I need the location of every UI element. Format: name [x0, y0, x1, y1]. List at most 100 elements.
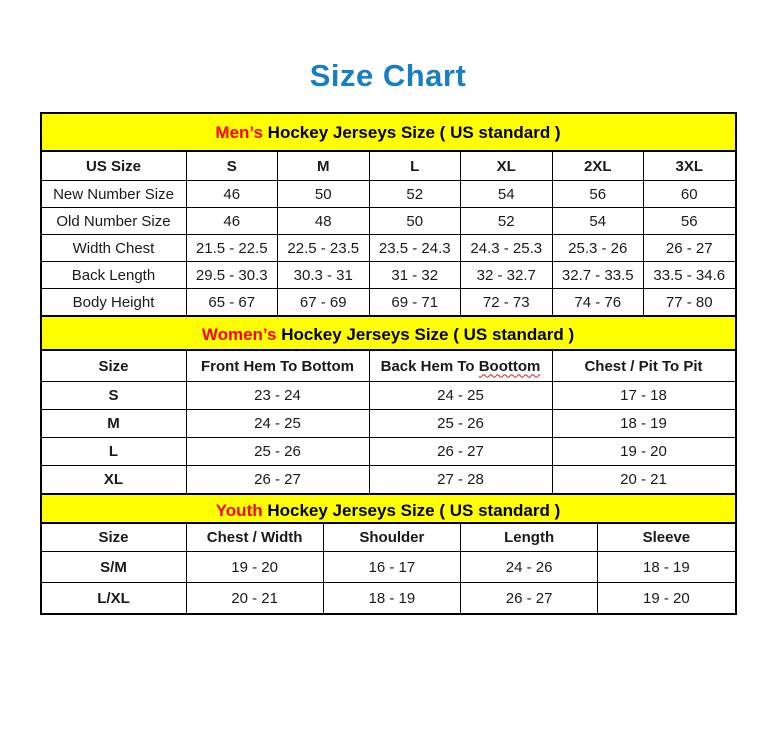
youth-band-text: Hockey Jerseys Size ( US standard ): [262, 501, 561, 520]
row-label: New Number Size: [53, 185, 174, 203]
youth-header-length: Length: [460, 524, 597, 551]
size-value: 67 - 69: [277, 289, 369, 315]
mens-row-old-number-size: Old Number Size 46 48 50 52 54 56: [41, 207, 735, 234]
mens-row-back-length: Back Length 29.5 - 30.3 30.3 - 31 31 - 3…: [41, 261, 735, 288]
mens-row-width-chest: Width Chest 21.5 - 22.5 22.5 - 23.5 23.5…: [41, 234, 735, 261]
size-value: 54: [551, 208, 644, 234]
mens-header-s: S: [185, 152, 278, 180]
youth-header-size: Size: [98, 529, 129, 546]
row-label: Back Length: [71, 266, 156, 284]
size-value: 32 - 32.7: [460, 262, 552, 288]
womens-band-text: Hockey Jerseys Size ( US standard ): [276, 325, 575, 344]
mens-header-us-size: US Size: [85, 157, 142, 175]
size-value: 16 - 17: [322, 552, 460, 582]
size-value: 56: [643, 208, 735, 234]
mens-header-3xl: 3XL: [643, 152, 735, 180]
size-value: 23 - 24: [185, 382, 369, 409]
size-value: 25.3 - 26: [551, 235, 644, 261]
youth-section-band: Youth Hockey Jerseys Size ( US standard …: [41, 493, 735, 524]
size-value: 20 - 21: [551, 466, 735, 493]
youth-header-shoulder: Shoulder: [322, 524, 460, 551]
mens-row-body-height: Body Height 65 - 67 67 - 69 69 - 71 72 -…: [41, 288, 735, 315]
youth-header-row: Size Chest / Width Shoulder Length Sleev…: [42, 524, 735, 551]
size-value: 27 - 28: [368, 466, 552, 493]
size-value: 31 - 32: [368, 262, 461, 288]
youth-header-sleeve: Sleeve: [597, 524, 734, 551]
size-value: 32.7 - 33.5: [551, 262, 644, 288]
size-value: 50: [277, 181, 369, 207]
womens-row-s: S 23 - 24 24 - 25 17 - 18: [41, 381, 735, 409]
size-value: 19 - 20: [185, 552, 323, 582]
womens-header-size: Size: [98, 357, 129, 375]
womens-header-back-hem: Back Hem To Boottom: [368, 351, 552, 381]
size-value: 56: [551, 181, 644, 207]
size-value: 25 - 26: [368, 410, 552, 437]
size-value: 74 - 76: [551, 289, 644, 315]
womens-section-band: Women’s Hockey Jerseys Size ( US standar…: [41, 315, 735, 351]
womens-header-chest: Chest / Pit To Pit: [551, 351, 735, 381]
womens-header-row: Size Front Hem To Bottom Back Hem To Boo…: [42, 351, 735, 381]
size-value: 18 - 19: [322, 583, 460, 613]
mens-header-xl: XL: [460, 152, 552, 180]
size-value: 33.5 - 34.6: [643, 262, 735, 288]
size-value: 26 - 27: [185, 466, 369, 493]
mens-row-new-number-size: New Number Size 46 50 52 54 56 60: [41, 180, 735, 207]
row-label: L/XL: [97, 589, 130, 607]
youth-row-lxl: L/XL 20 - 21 18 - 19 26 - 27 19 - 20: [41, 582, 735, 613]
size-value: 65 - 67: [185, 289, 278, 315]
size-value: 23.5 - 24.3: [368, 235, 461, 261]
row-label: Body Height: [72, 293, 155, 311]
mens-header-2xl: 2XL: [551, 152, 644, 180]
womens-band-accent: Women’s: [201, 325, 277, 344]
mens-header-row: US Size S M L XL 2XL 3XL: [42, 152, 735, 180]
size-value: 24 - 26: [460, 552, 597, 582]
size-value: 29.5 - 30.3: [185, 262, 278, 288]
size-value: 19 - 20: [551, 438, 735, 465]
size-value: 48: [277, 208, 369, 234]
size-value: 19 - 20: [597, 583, 734, 613]
size-value: 52: [460, 208, 552, 234]
mens-header-m: M: [277, 152, 369, 180]
size-value: 24.3 - 25.3: [460, 235, 552, 261]
mens-band-accent: Men’s: [215, 123, 263, 142]
row-label: Width Chest: [72, 239, 155, 257]
size-value: 26 - 27: [460, 583, 597, 613]
size-value: 60: [643, 181, 735, 207]
size-value: 52: [368, 181, 461, 207]
size-value: 26 - 27: [643, 235, 735, 261]
mens-band-text: Hockey Jerseys Size ( US standard ): [262, 123, 561, 142]
size-value: 24 - 25: [368, 382, 552, 409]
size-value: 18 - 19: [597, 552, 734, 582]
size-chart-table: Men’s Hockey Jerseys Size ( US standard …: [39, 112, 737, 615]
size-value: 25 - 26: [185, 438, 369, 465]
row-label: Old Number Size: [56, 212, 171, 230]
row-label: XL: [103, 471, 124, 488]
mens-header-l: L: [368, 152, 461, 180]
womens-row-xl: XL 26 - 27 27 - 28 20 - 21: [41, 465, 735, 493]
size-value: 17 - 18: [551, 382, 735, 409]
page-title: Size Chart: [309, 58, 467, 93]
womens-header-front-hem: Front Hem To Bottom: [185, 351, 369, 381]
size-value: 26 - 27: [368, 438, 552, 465]
size-value: 72 - 73: [460, 289, 552, 315]
size-value: 30.3 - 31: [277, 262, 369, 288]
womens-row-m: M 24 - 25 25 - 26 18 - 19: [41, 409, 735, 437]
youth-band-accent: Youth: [215, 501, 263, 520]
back-hem-label: Back Hem To Boottom: [381, 358, 541, 375]
mens-section-band: Men’s Hockey Jerseys Size ( US standard …: [41, 114, 735, 152]
size-value: 22.5 - 23.5: [277, 235, 369, 261]
size-value: 54: [460, 181, 552, 207]
youth-row-sm: S/M 19 - 20 16 - 17 24 - 26 18 - 19: [41, 551, 735, 582]
size-value: 21.5 - 22.5: [185, 235, 278, 261]
size-value: 46: [185, 208, 278, 234]
size-value: 18 - 19: [551, 410, 735, 437]
youth-header-chest-width: Chest / Width: [185, 524, 323, 551]
row-label: L: [108, 443, 119, 460]
row-label: S: [108, 387, 119, 404]
back-hem-prefix: Back Hem To: [380, 357, 479, 375]
size-value: 20 - 21: [185, 583, 323, 613]
size-value: 69 - 71: [368, 289, 461, 315]
row-label: S/M: [100, 558, 127, 576]
back-hem-misspelled-word: Boottom: [478, 357, 541, 375]
womens-row-l: L 25 - 26 26 - 27 19 - 20: [41, 437, 735, 465]
